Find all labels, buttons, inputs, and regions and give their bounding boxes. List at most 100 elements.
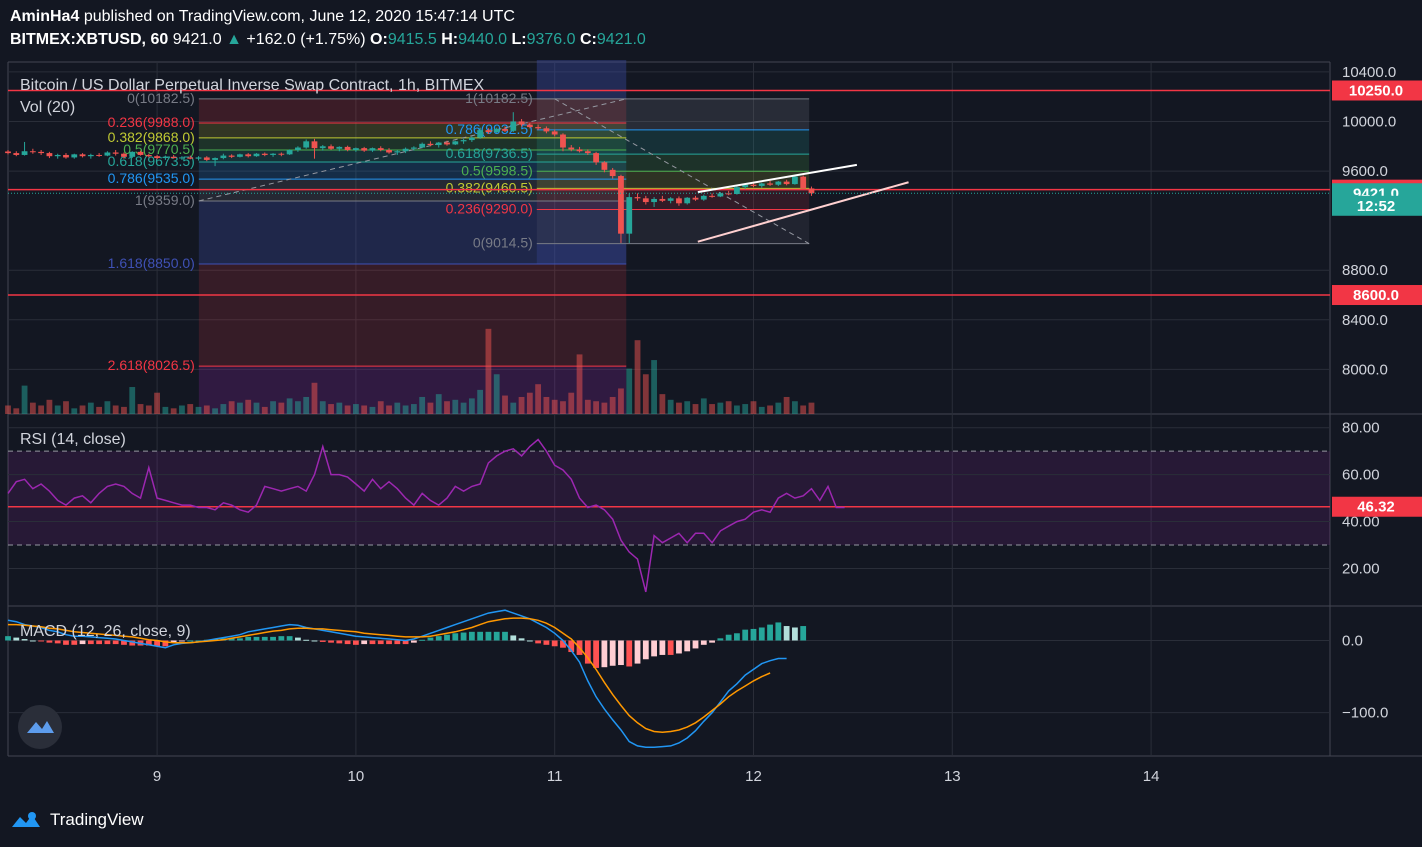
macd-histogram-bar (551, 640, 558, 647)
chart-area[interactable]: 9 10 11 12 13 14 10400.0 10000.0 9600.0 8800.0 840… (0, 60, 1422, 797)
macd-histogram-bar (535, 640, 542, 644)
candle-body (112, 152, 119, 154)
channel-line[interactable] (697, 181, 909, 243)
volume-bar (775, 402, 782, 414)
macd-histogram-bar (734, 633, 740, 641)
candle-body (783, 181, 790, 185)
candle-body (46, 153, 53, 157)
candle-body (129, 151, 136, 157)
macd-histogram-bar (162, 640, 169, 647)
candle-body (369, 148, 376, 151)
candle-body (651, 198, 657, 203)
volume-bar (394, 402, 401, 414)
volume-bar (568, 392, 575, 414)
macd-histogram-bar (245, 636, 252, 641)
fib-retracement-zone (198, 264, 627, 367)
candle-body (87, 154, 94, 157)
macd-histogram-bar (568, 640, 575, 653)
volume-bar (750, 401, 757, 414)
candle-body (800, 176, 807, 189)
macd-histogram-bar (38, 640, 45, 642)
main-chart-title: Bitcoin / US Dollar Perpetual Inverse Sw… (20, 77, 485, 94)
candle-body (352, 148, 359, 150)
rsi-indicator-label: RSI (14, close) (20, 431, 126, 448)
volume-bar (212, 408, 218, 414)
macd-histogram-bar (435, 636, 442, 641)
macd-histogram-bar (410, 640, 417, 643)
fib-retracement-zone (198, 149, 627, 162)
candle-body (792, 176, 798, 185)
macd-histogram-bar (344, 640, 351, 645)
macd-histogram-bar (667, 640, 674, 655)
x-tick-label: 11 (547, 768, 563, 785)
fib-level-label: 0(10182.5) (127, 90, 195, 106)
candle-body (38, 151, 45, 154)
macd-histogram-bar (145, 640, 152, 646)
candle-body (692, 197, 699, 200)
volume-bar (510, 402, 517, 414)
last-price: 9421.0 (172, 31, 222, 48)
tradingview-logo[interactable]: TradingView (8, 809, 144, 831)
candle-body (593, 153, 600, 163)
macd-histogram-bar (725, 634, 732, 641)
volume-bar (203, 405, 210, 414)
fib-level-label: 0.236(9988.0) (108, 114, 195, 130)
close-value: 9421.0 (596, 31, 646, 48)
candle-body (584, 151, 591, 154)
macd-histogram-bar (518, 638, 525, 641)
candle-body (336, 146, 343, 149)
channel-line[interactable] (697, 163, 858, 194)
candle-body (468, 137, 475, 141)
volume-bar (278, 402, 285, 414)
candle-body (212, 158, 218, 160)
candle-body (659, 198, 666, 201)
low-label: L: (511, 31, 527, 48)
y-tick-label: 9600.0 (1342, 163, 1388, 180)
high-value: 9440.0 (458, 31, 508, 48)
candle-body (245, 154, 252, 157)
macd-histogram-bar (601, 640, 608, 668)
candle-body (104, 152, 111, 156)
macd-histogram-bar (71, 640, 78, 645)
candle-body (162, 156, 169, 159)
candle-body (618, 176, 624, 234)
low-value: 9376.0 (526, 31, 576, 48)
volume-bar (692, 404, 699, 414)
volume-bar (576, 354, 583, 414)
macd-histogram-bar (96, 640, 103, 645)
macd-histogram-bar (303, 639, 310, 641)
volume-bar (195, 406, 202, 414)
candle-body (228, 155, 235, 157)
volume-bar (783, 396, 790, 414)
candle-body (63, 154, 69, 158)
macd-histogram-bar (377, 640, 384, 645)
symbol-label[interactable]: BITMEX:XBTUSD, 60 (10, 31, 169, 48)
rsi-tick-label: 80.00 (1342, 420, 1380, 437)
rsi-value-badge-text: 46.32 (1357, 499, 1395, 516)
volume-bar (121, 406, 127, 414)
volume-bar (642, 374, 649, 414)
fib-extension-zone (536, 154, 810, 172)
macd-histogram-bar (278, 636, 285, 641)
candle-body (518, 121, 525, 125)
price-axis-badge-text: 10250.0 (1349, 83, 1403, 100)
open-label: O: (370, 31, 388, 48)
volume-bar (767, 405, 773, 414)
fib-level-label: 2.618(8026.5) (108, 357, 195, 373)
volume-bar (634, 340, 641, 414)
volume-bar (228, 401, 235, 414)
volume-bar (71, 408, 78, 414)
macd-signal-line (8, 617, 771, 733)
macd-histogram-bar (609, 640, 616, 666)
macd-histogram-bar (328, 640, 334, 643)
volume-bar (717, 402, 724, 414)
candle-body (510, 121, 517, 131)
candle-body (460, 140, 467, 142)
volume-indicator-label: Vol (20) (20, 99, 75, 116)
fib-level-label: 0.618(9736.5) (446, 145, 533, 161)
candle-body (667, 198, 674, 201)
macd-histogram-bar (700, 640, 707, 645)
candle-body (717, 193, 724, 197)
author-name[interactable]: AminHa4 (10, 8, 80, 25)
volume-bar (485, 328, 492, 414)
